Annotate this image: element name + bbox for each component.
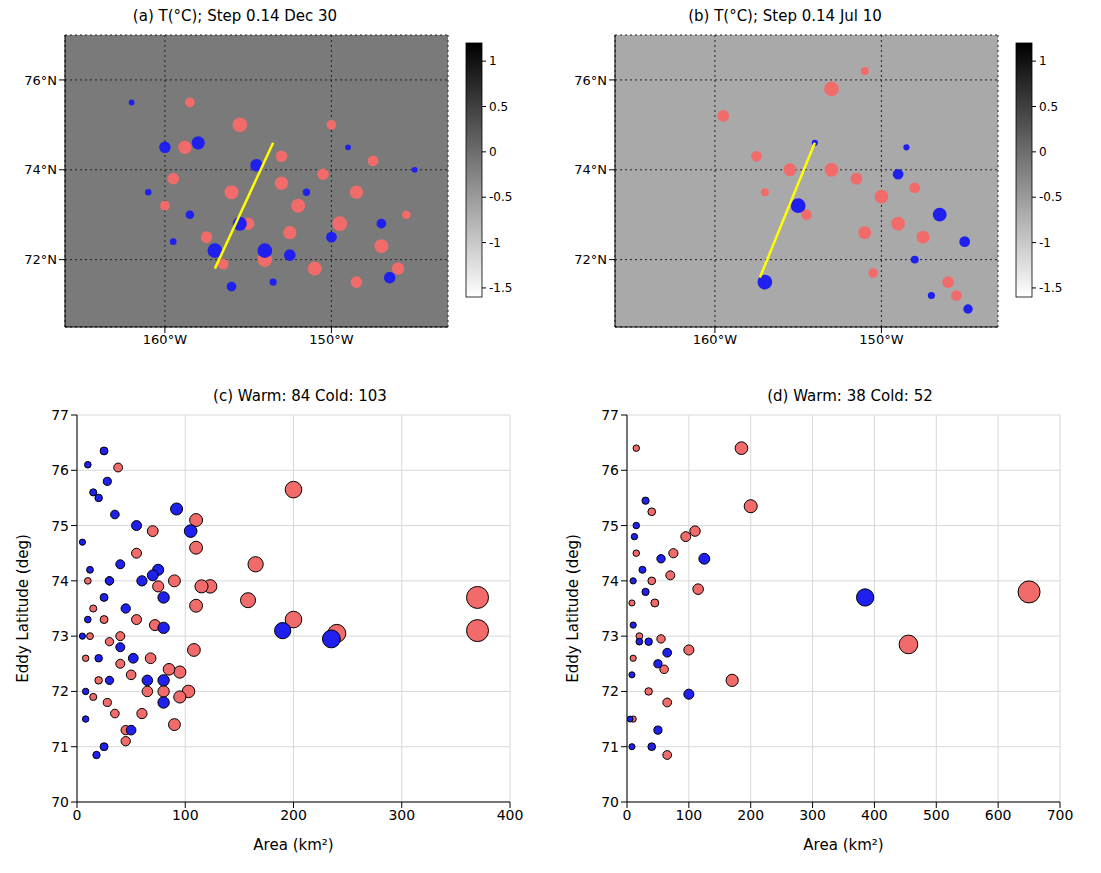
svg-text:76°N: 76°N — [574, 73, 607, 88]
svg-text:Eddy Latitude (deg): Eddy Latitude (deg) — [564, 534, 582, 683]
svg-text:160°W: 160°W — [693, 332, 737, 347]
svg-text:76: 76 — [601, 462, 619, 478]
svg-text:-0.5: -0.5 — [1039, 190, 1062, 204]
svg-text:600: 600 — [985, 807, 1012, 823]
svg-text:74: 74 — [601, 573, 619, 589]
svg-text:160°W: 160°W — [143, 332, 187, 347]
svg-text:72°N: 72°N — [24, 252, 57, 267]
svg-text:500: 500 — [923, 807, 950, 823]
svg-text:76°N: 76°N — [24, 73, 57, 88]
html-text:(b) T(°C); Step 0.14 Jul 10: (b) T(°C); Step 0.14 Jul 10 — [688, 7, 882, 25]
svg-text:150°W: 150°W — [309, 332, 353, 347]
svg-text:Eddy Latitude (deg): Eddy Latitude (deg) — [14, 534, 32, 683]
svg-text:77: 77 — [601, 407, 619, 423]
svg-text:-1.5: -1.5 — [489, 281, 512, 295]
svg-text:700: 700 — [1047, 807, 1074, 823]
svg-text:74: 74 — [51, 573, 69, 589]
svg-text:Area (km²): Area (km²) — [253, 836, 333, 854]
svg-text:77: 77 — [51, 407, 69, 423]
svg-text:70: 70 — [51, 794, 69, 810]
svg-text:71: 71 — [51, 739, 69, 755]
svg-text:0: 0 — [1039, 145, 1047, 159]
svg-text:400: 400 — [497, 807, 524, 823]
svg-text:0: 0 — [623, 807, 632, 823]
svg-text:73: 73 — [601, 628, 619, 644]
svg-text:75: 75 — [51, 518, 69, 534]
svg-text:72°N: 72°N — [574, 252, 607, 267]
svg-text:1: 1 — [489, 54, 497, 68]
svg-text:300: 300 — [799, 807, 826, 823]
svg-text:200: 200 — [280, 807, 307, 823]
svg-text:400: 400 — [861, 807, 888, 823]
svg-text:73: 73 — [51, 628, 69, 644]
svg-text:-1: -1 — [1039, 236, 1051, 250]
svg-text:-0.5: -0.5 — [489, 190, 512, 204]
svg-text:-1: -1 — [489, 236, 501, 250]
svg-text:100: 100 — [675, 807, 702, 823]
svg-text:0: 0 — [489, 145, 497, 159]
svg-text:74°N: 74°N — [574, 162, 607, 177]
svg-text:74°N: 74°N — [24, 162, 57, 177]
svg-text:75: 75 — [601, 518, 619, 534]
svg-text:300: 300 — [388, 807, 415, 823]
svg-text:0.5: 0.5 — [489, 100, 508, 114]
svg-text:72: 72 — [601, 683, 619, 699]
html-text:(c) Warm: 84 Cold: 103: (c) Warm: 84 Cold: 103 — [213, 387, 387, 405]
svg-text:0: 0 — [73, 807, 82, 823]
svg-text:Area (km²): Area (km²) — [803, 836, 883, 854]
svg-text:0.5: 0.5 — [1039, 100, 1058, 114]
svg-text:150°W: 150°W — [859, 332, 903, 347]
svg-text:76: 76 — [51, 462, 69, 478]
svg-text:70: 70 — [601, 794, 619, 810]
svg-text:72: 72 — [51, 683, 69, 699]
svg-text:100: 100 — [172, 807, 199, 823]
html-text:(d) Warm: 38 Cold: 52: (d) Warm: 38 Cold: 52 — [767, 387, 933, 405]
svg-text:71: 71 — [601, 739, 619, 755]
html-text:(a) T(°C); Step 0.14 Dec 30: (a) T(°C); Step 0.14 Dec 30 — [132, 7, 338, 25]
svg-text:200: 200 — [737, 807, 764, 823]
svg-text:1: 1 — [1039, 54, 1047, 68]
svg-text:-1.5: -1.5 — [1039, 281, 1062, 295]
